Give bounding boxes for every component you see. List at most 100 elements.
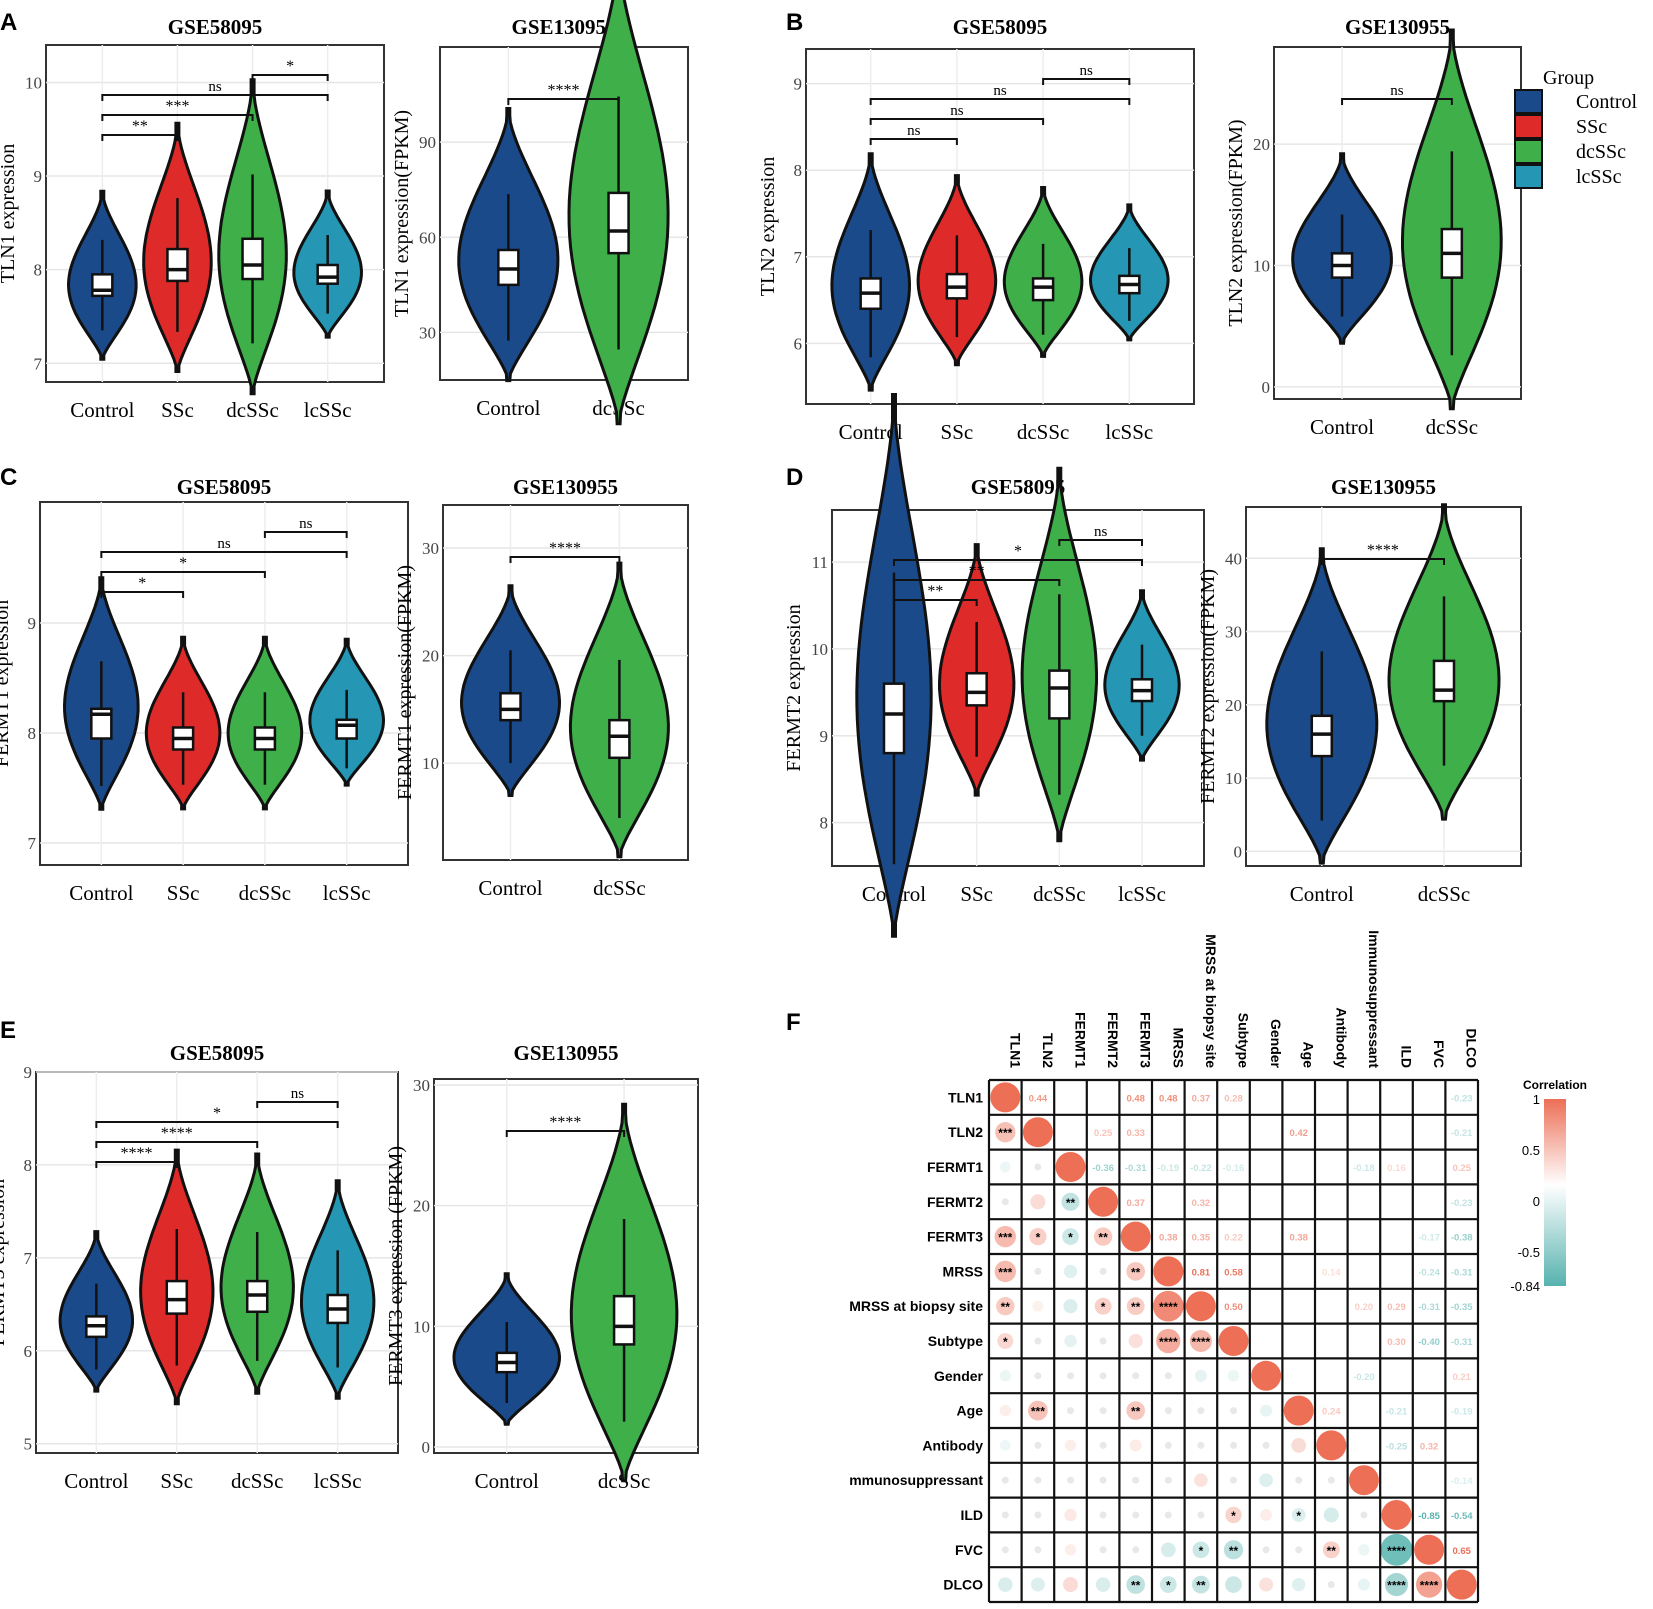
x-tick-label: Control <box>478 876 542 900</box>
x-tick-label: SSc <box>960 882 993 906</box>
corr-dot-empty <box>1132 1511 1140 1519</box>
panel-letter: C <box>0 464 17 491</box>
corr-dot-empty <box>1262 1546 1270 1554</box>
row-label: Gender <box>934 1368 984 1384</box>
y-tick-label: 9 <box>820 727 829 746</box>
significance-stars: ** <box>1066 1196 1076 1210</box>
corr-dot-empty <box>1034 1441 1042 1449</box>
panel-title: GSE130955 <box>513 1041 618 1065</box>
corr-circle <box>1030 1194 1046 1210</box>
corr-value: 0.81 <box>1192 1267 1211 1278</box>
legend-title: Group <box>1543 67 1594 89</box>
corr-value: -0.20 <box>1353 1372 1375 1383</box>
corr-circle <box>1126 1297 1145 1316</box>
significance-stars: ** <box>1001 1300 1011 1314</box>
corr-value: -0.31 <box>1451 1337 1473 1348</box>
corr-circle <box>999 1404 1011 1417</box>
corr-dot-empty <box>1164 1476 1172 1484</box>
x-tick-label: lcSSc <box>1105 420 1153 444</box>
corr-diagonal-circle <box>1153 1256 1184 1287</box>
significance-label: ns <box>950 103 964 119</box>
corr-value: 0.16 <box>1387 1163 1406 1174</box>
corr-circle <box>1032 1300 1044 1312</box>
corr-value: 0.25 <box>1094 1128 1113 1139</box>
x-tick-label: dcSSc <box>1017 420 1070 444</box>
corr-dot-empty <box>1197 1441 1205 1449</box>
significance-label: ns <box>993 83 1007 99</box>
significance-label: * <box>213 1105 221 1122</box>
panel-title: GSE130955 <box>1345 15 1450 39</box>
corr-value: 0.28 <box>1224 1093 1243 1104</box>
significance-bracket <box>95 1141 259 1148</box>
significance-stars: ** <box>1327 1544 1337 1558</box>
significance-bracket <box>100 591 185 598</box>
corr-value: 0.38 <box>1289 1233 1308 1244</box>
corr-circle <box>1064 1439 1077 1452</box>
corr-value: 0.22 <box>1224 1233 1243 1244</box>
y-tick-label: 10 <box>422 754 439 773</box>
corr-value: 0.44 <box>1029 1093 1048 1104</box>
corr-circle <box>1384 1573 1409 1597</box>
row-label: FERMT1 <box>927 1159 983 1175</box>
significance-label: **** <box>161 1125 193 1142</box>
corr-dot-empty <box>1001 1198 1009 1206</box>
significance-bracket <box>256 1101 339 1108</box>
y-tick-label: 30 <box>413 1076 430 1095</box>
panel-letter: F <box>786 1009 801 1036</box>
corr-value: 0.42 <box>1289 1128 1308 1139</box>
significance-bracket <box>251 74 329 81</box>
corr-circle <box>1259 1577 1274 1592</box>
corr-dot-empty <box>1034 1267 1042 1275</box>
x-tick-label: Control <box>64 1469 128 1493</box>
significance-bracket <box>509 556 621 563</box>
y-tick-label: 20 <box>1253 135 1270 154</box>
corr-dot-empty <box>1034 1337 1042 1345</box>
y-tick-label: 9 <box>34 167 43 186</box>
x-tick-label: lcSSc <box>314 1469 362 1493</box>
row-label: Age <box>957 1403 984 1419</box>
y-tick-label: 10 <box>1225 769 1242 788</box>
corr-circle <box>998 1577 1013 1592</box>
panel-title: GSE130955 <box>513 475 618 499</box>
colorbar-tick: -0.5 <box>1518 1245 1540 1260</box>
significance-stars: **** <box>1192 1335 1211 1349</box>
corr-circle <box>1152 1290 1184 1322</box>
column-label: TLN1 <box>1007 1033 1023 1068</box>
panel-letter: E <box>0 1017 16 1044</box>
corr-dot-empty <box>1197 1511 1205 1519</box>
y-tick-label: 11 <box>812 553 828 572</box>
x-tick-label: SSc <box>941 420 974 444</box>
corr-dot-empty <box>1067 1407 1074 1415</box>
significance-stars: * <box>1036 1231 1041 1245</box>
corr-value: -0.23 <box>1451 1198 1473 1209</box>
corr-dot-empty <box>1001 1511 1009 1519</box>
corr-circle <box>1225 1506 1242 1524</box>
corr-dot-empty <box>1360 1511 1368 1519</box>
legend-swatch-lcssc <box>1514 164 1543 189</box>
corr-value: -0.25 <box>1386 1441 1408 1452</box>
corr-circle <box>1030 1577 1045 1592</box>
corr-value: -0.36 <box>1092 1163 1114 1174</box>
violin-panel-C-5: GSE130955 10 20 30 Control dcSSc FERMT1 expres… <box>394 475 689 900</box>
corr-value: 0.65 <box>1452 1546 1471 1557</box>
y-tick-label: 30 <box>419 323 436 342</box>
corr-dot-empty <box>1230 1441 1237 1449</box>
x-tick-label: lcSSc <box>304 398 352 422</box>
corr-dot-empty <box>1099 1372 1107 1380</box>
significance-stars: **** <box>1387 1579 1406 1593</box>
corr-circle <box>1291 1438 1307 1453</box>
violin-panel-E-9: GSE1309550102030ControldcSScFERMT3 expre… <box>385 1041 699 1493</box>
significance-bracket <box>1341 98 1453 105</box>
corr-circle <box>1159 1576 1177 1593</box>
significance-label: ** <box>132 118 148 135</box>
corr-circle <box>1126 1401 1146 1420</box>
x-tick-label: Control <box>70 398 134 422</box>
corr-value: 0.29 <box>1387 1302 1406 1313</box>
corr-dot-empty <box>1067 1476 1074 1484</box>
corr-dot-empty <box>1327 1476 1335 1484</box>
significance-label: * <box>286 58 294 75</box>
panel-title: GSE58095 <box>170 1041 265 1065</box>
violin-panel-D-6: GSE58095D891011ControlSScdcSSclcSScFERMT… <box>783 393 1205 938</box>
significance-stars: **** <box>1387 1544 1406 1558</box>
column-label: MRSS at biopsy site <box>1203 934 1219 1068</box>
